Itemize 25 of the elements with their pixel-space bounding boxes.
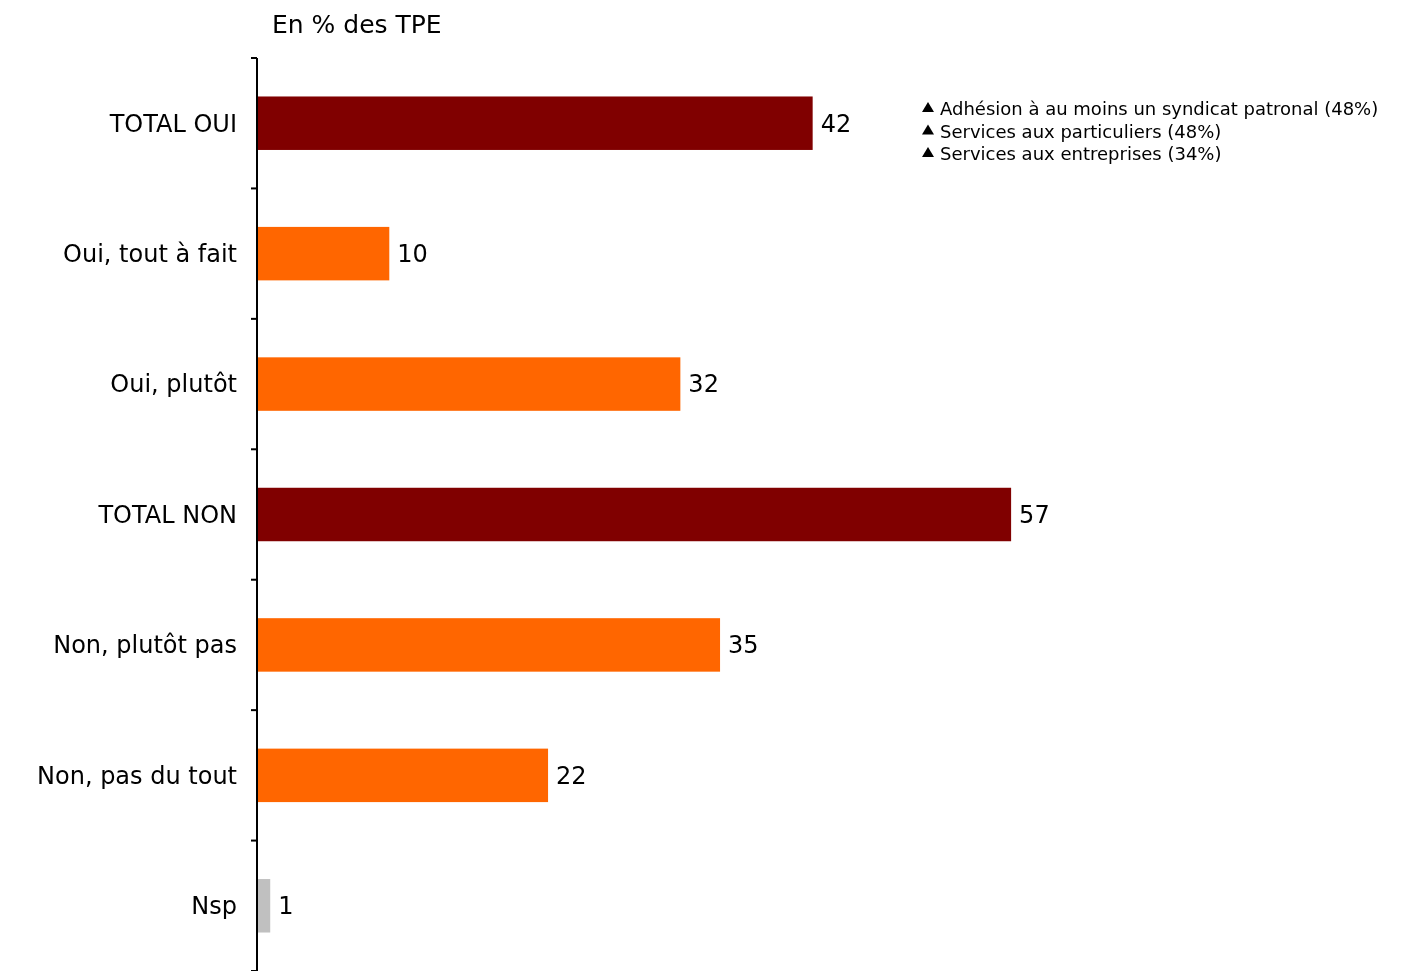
y-tick-label: Oui, plutôt bbox=[110, 370, 237, 399]
bar bbox=[257, 357, 681, 411]
y-tick-label: TOTAL OUI bbox=[108, 109, 237, 138]
y-tick-label: Oui, tout à fait bbox=[63, 240, 237, 269]
annotation: Adhésion à au moins un syndicat patronal (48%) bbox=[940, 98, 1379, 119]
bar bbox=[257, 487, 1012, 542]
bar bbox=[257, 879, 271, 933]
bar bbox=[257, 618, 721, 672]
data-label: 35 bbox=[728, 631, 759, 660]
data-label: 22 bbox=[556, 761, 587, 790]
y-tick-label: TOTAL NON bbox=[97, 500, 237, 529]
data-label: 32 bbox=[688, 370, 719, 399]
data-label: 57 bbox=[1019, 500, 1050, 529]
y-tick-label: Non, pas du tout bbox=[37, 761, 237, 790]
y-tick-label: Nsp bbox=[191, 892, 237, 921]
bar bbox=[257, 748, 549, 803]
bar bbox=[257, 226, 390, 281]
chart-title: En % des TPE bbox=[272, 10, 442, 39]
annotation: Services aux entreprises (34%) bbox=[940, 143, 1222, 164]
y-tick-label: Non, plutôt pas bbox=[53, 631, 237, 660]
data-label: 1 bbox=[278, 892, 294, 921]
annotation: Services aux particuliers (48%) bbox=[940, 120, 1222, 142]
data-label: 10 bbox=[397, 240, 428, 269]
bar bbox=[257, 96, 813, 150]
data-label: 42 bbox=[820, 109, 852, 138]
